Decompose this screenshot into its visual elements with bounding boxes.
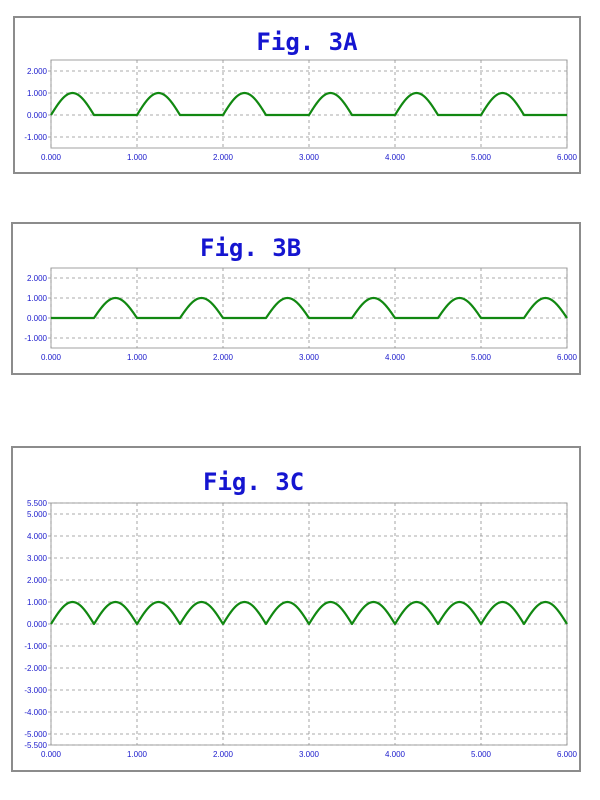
series-line: [50, 600, 568, 626]
x-tick-label: 4.000: [385, 750, 406, 759]
x-tick-label: 4.000: [385, 353, 406, 362]
y-tick-label: 5.500: [27, 499, 48, 508]
y-tick-label: 2.000: [27, 67, 48, 76]
chart-panel-3c: Fig. 3C 0.000 1.000 2.000 3.000 4.000 5.000 6.…: [11, 446, 581, 772]
y-tick-label: 4.000: [27, 532, 48, 541]
x-tick-label: 5.000: [471, 153, 492, 162]
y-tick-label: -3.000: [24, 686, 47, 695]
chart-svg-3b: 0.000 1.000 2.000 3.000 4.000 5.000 6.000 2.000…: [24, 267, 578, 362]
x-tick-label: 5.000: [471, 353, 492, 362]
x-tick-label: 6.000: [557, 353, 578, 362]
x-tick-label: 2.000: [213, 353, 234, 362]
y-tick-label: 0.000: [27, 111, 48, 120]
series-line: [50, 296, 568, 320]
y-tick-label: -4.000: [24, 708, 47, 717]
x-tick-label: 3.000: [299, 353, 320, 362]
x-tick-label: 0.000: [41, 750, 62, 759]
series-line: [50, 91, 568, 117]
y-tick-label: -5.500: [24, 741, 47, 750]
chart-title: Fig. 3B: [200, 234, 302, 262]
y-tick-label: -5.000: [24, 730, 47, 739]
y-tick-label: 1.000: [27, 598, 48, 607]
chart-svg-3a: 0.000 1.000 2.000 3.000 4.000 5.000 6.000 2.000…: [24, 59, 578, 162]
x-tick-label: 2.000: [213, 750, 234, 759]
y-tick-label: 1.000: [27, 294, 48, 303]
x-tick-label: 6.000: [557, 153, 578, 162]
chart-title: Fig. 3C: [203, 468, 305, 496]
x-tick-label: 0.000: [41, 353, 62, 362]
x-tick-label: 1.000: [127, 750, 148, 759]
x-tick-label: 6.000: [557, 750, 578, 759]
y-tick-label: -1.000: [24, 334, 47, 343]
chart-panel-3a: Fig. 3A 0.000 1.000 2.000 3.000 4.000 5.000 6.…: [13, 16, 581, 174]
x-tick-label: 0.000: [41, 153, 62, 162]
y-tick-label: 5.000: [27, 510, 48, 519]
chart-svg-3c: 0.000 1.000 2.000 3.000 4.000 5.000 6.000 5.500…: [24, 499, 578, 759]
y-tick-label: 3.000: [27, 554, 48, 563]
y-tick-label: 2.000: [27, 274, 48, 283]
chart-panel-3b: Fig. 3B 0.000 1.000 2.000 3.000 4.000 5.000 6.…: [11, 222, 581, 375]
y-tick-label: -2.000: [24, 664, 47, 673]
y-tick-label: 1.000: [27, 89, 48, 98]
x-tick-label: 2.000: [213, 153, 234, 162]
chart-title: Fig. 3A: [256, 28, 358, 56]
x-tick-label: 3.000: [299, 750, 320, 759]
y-tick-label: -1.000: [24, 642, 47, 651]
x-tick-label: 1.000: [127, 353, 148, 362]
x-tick-label: 1.000: [127, 153, 148, 162]
y-tick-label: -1.000: [24, 133, 47, 142]
x-tick-label: 3.000: [299, 153, 320, 162]
x-tick-label: 5.000: [471, 750, 492, 759]
y-tick-label: 2.000: [27, 576, 48, 585]
y-tick-label: 0.000: [27, 620, 48, 629]
x-tick-label: 4.000: [385, 153, 406, 162]
y-tick-label: 0.000: [27, 314, 48, 323]
